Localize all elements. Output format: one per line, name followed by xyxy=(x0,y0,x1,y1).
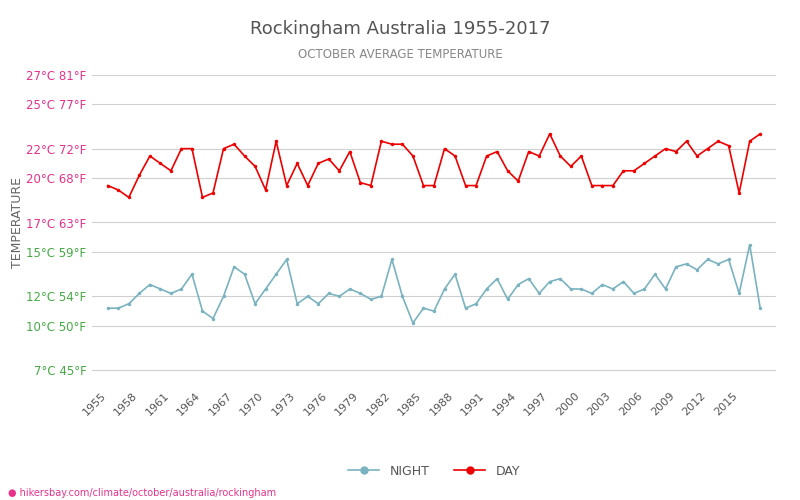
Legend: NIGHT, DAY: NIGHT, DAY xyxy=(343,460,525,483)
Y-axis label: TEMPERATURE: TEMPERATURE xyxy=(11,177,24,268)
Text: OCTOBER AVERAGE TEMPERATURE: OCTOBER AVERAGE TEMPERATURE xyxy=(298,48,502,60)
Text: ● hikersbay.com/climate/october/australia/rockingham: ● hikersbay.com/climate/october/australi… xyxy=(8,488,276,498)
Text: Rockingham Australia 1955-2017: Rockingham Australia 1955-2017 xyxy=(250,20,550,38)
